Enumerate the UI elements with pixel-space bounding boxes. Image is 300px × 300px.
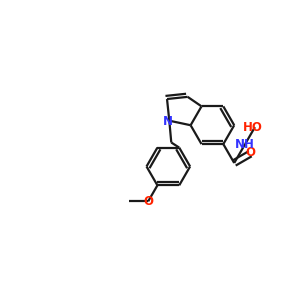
Text: NH: NH [235,138,255,151]
Text: N: N [163,115,173,128]
Text: O: O [245,146,255,159]
Text: O: O [143,195,153,208]
Text: HO: HO [243,121,263,134]
